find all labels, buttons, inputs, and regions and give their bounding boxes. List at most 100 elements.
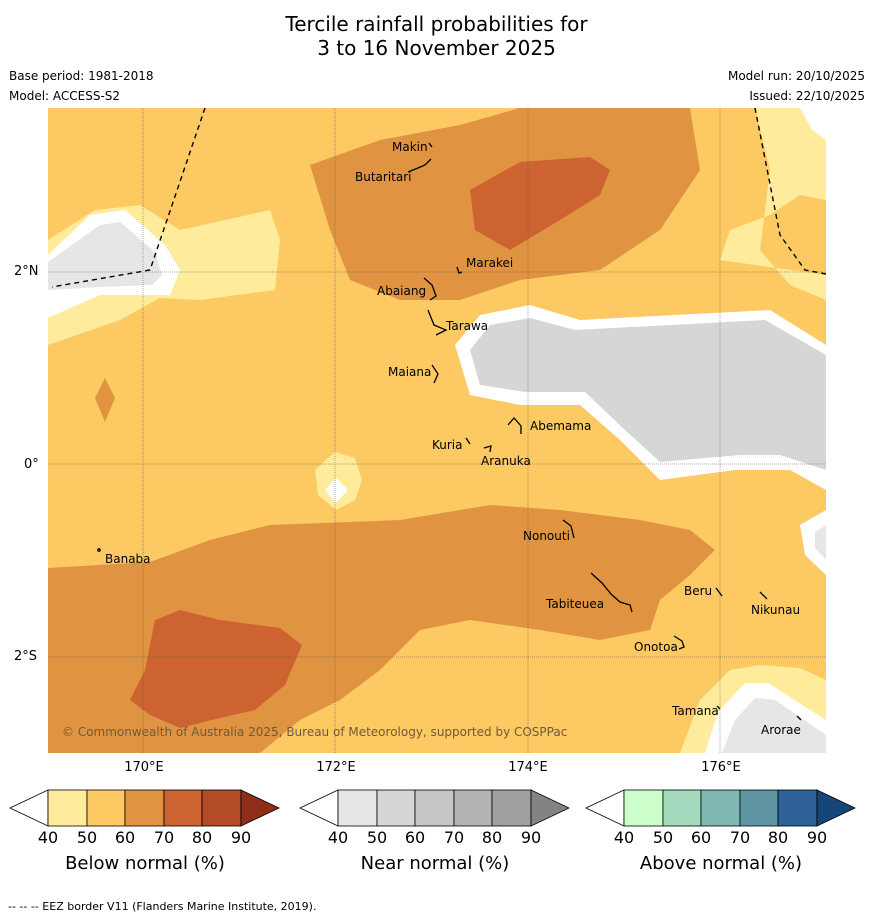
legend-below-tick: 50 (76, 828, 98, 847)
island-shape-abaiang (423, 277, 437, 301)
legend-near-tick: 80 (481, 828, 503, 847)
island-shape-nikunau (759, 591, 768, 600)
gridlines (48, 108, 826, 753)
legend-above-arrow-right (816, 789, 856, 827)
legend-above-normal (585, 789, 856, 827)
region-white-ne (800, 108, 826, 140)
eez-border-east (754, 108, 826, 275)
legend-above-tick: 50 (652, 828, 674, 847)
island-shape-banaba (97, 548, 101, 552)
legend-above-swatch-5 (777, 789, 818, 827)
lon-label-176e: 176°E (701, 760, 741, 775)
copyright-notice: © Commonwealth of Australia 2025, Bureau… (62, 725, 567, 739)
island-shape-butaritari (407, 158, 432, 173)
label-aranuka: Aranuka (481, 454, 531, 468)
island-outlines (97, 142, 802, 721)
region-near-50-east (470, 318, 826, 470)
base-period: Base period: 1981-2018 (9, 69, 154, 83)
label-tabiteuea: Tabiteuea (545, 597, 604, 611)
legend-near-tick: 50 (366, 828, 388, 847)
map-title: Tercile rainfall probabilities for 3 to … (0, 12, 873, 60)
legend-above-title: Above normal (%) (639, 853, 803, 874)
legend-below-tick: 80 (191, 828, 213, 847)
lon-label-174e: 174°E (508, 760, 548, 775)
legend-below-normal (9, 789, 280, 827)
label-tarawa: Tarawa (445, 319, 488, 333)
label-marakei: Marakei (466, 256, 513, 270)
legend-near-swatch-3 (414, 789, 455, 827)
legend-near-tick: 40 (327, 828, 349, 847)
legend-below-title: Below normal (%) (65, 853, 225, 874)
legend-near-tick: 60 (404, 828, 426, 847)
legend-below-swatch-4 (163, 789, 203, 827)
label-nonouti: Nonouti (523, 529, 570, 543)
island-shape-maiana (431, 364, 439, 384)
label-kuria: Kuria (432, 438, 463, 452)
region-white-east-edge (800, 510, 826, 575)
legend-below-arrow-right (240, 789, 280, 827)
legend-above-swatch-4 (739, 789, 779, 827)
legend-above-swatch-3 (700, 789, 741, 827)
meta-right: Model run: 20/10/2025 Issued: 22/10/2025 (728, 68, 865, 108)
legend-above-swatch-1 (623, 789, 664, 827)
label-abemama: Abemama (530, 419, 591, 433)
label-maiana: Maiana (388, 365, 431, 379)
legend-below-swatch-1 (47, 789, 88, 827)
legend-below-tick: 70 (153, 828, 175, 847)
label-abaiang: Abaiang (377, 284, 426, 298)
region-near-40-nw (48, 222, 162, 290)
island-shape-kuria (465, 437, 471, 445)
legend-near-swatch-5 (491, 789, 532, 827)
meta-left: Base period: 1981-2018 Model: ACCESS-S2 (9, 68, 154, 108)
model-name: Model: ACCESS-S2 (9, 89, 121, 103)
legend-near-swatch-2 (376, 789, 416, 827)
legend-near-tick: 70 (443, 828, 465, 847)
lat-label-equator: 0° (24, 457, 39, 472)
label-banaba: Banaba (105, 552, 151, 566)
lat-label-2s: 2°S (14, 649, 38, 664)
legend-above-tick: 40 (613, 828, 635, 847)
label-butaritari: Butaritari (355, 170, 412, 184)
island-shape-nonouti (562, 519, 575, 539)
region-near-40-se (722, 698, 826, 753)
island-shape-aranuka (483, 445, 492, 453)
title-line-2: 3 to 16 November 2025 (317, 36, 556, 60)
island-labels: Makin Butaritari Marakei Abaiang Tarawa … (105, 140, 801, 737)
island-shape-tabiteuea (590, 572, 633, 613)
legend-near-tick: 90 (520, 828, 542, 847)
region-near-40-east-edge (815, 525, 826, 560)
label-nikunau: Nikunau (751, 603, 800, 617)
legend-near-arrow-right (530, 789, 570, 827)
island-shape-abemama (507, 417, 522, 434)
legend-above-tick: 90 (806, 828, 828, 847)
lon-label-170e: 170°E (124, 760, 164, 775)
legend-near-arrow-left (299, 789, 339, 827)
lat-label-2n: 2°N (14, 264, 39, 279)
island-shape-marakei (456, 266, 463, 274)
legend-near-normal (299, 789, 570, 827)
island-shape-makin (428, 142, 433, 148)
issued-date: Issued: 22/10/2025 (749, 89, 865, 103)
region-white-equator (325, 478, 348, 503)
eez-border-west (51, 108, 206, 288)
probability-field: Makin Butaritari Marakei Abaiang Tarawa … (48, 108, 826, 753)
legend-below-swatch-5 (201, 789, 242, 827)
label-makin: Makin (392, 140, 428, 154)
legend-below-swatch-2 (86, 789, 126, 827)
legend-below-tick: 90 (230, 828, 252, 847)
legend-near-swatch-1 (337, 789, 378, 827)
region-below-80-south (130, 610, 302, 728)
island-shape-beru (715, 587, 723, 597)
lon-label-172e: 172°E (316, 760, 356, 775)
region-below-80-central (470, 157, 610, 250)
legend-below-swatch-3 (124, 789, 165, 827)
island-shape-tarawa (427, 309, 448, 336)
legend-above-tick: 70 (729, 828, 751, 847)
label-beru: Beru (684, 584, 712, 598)
region-below-70-west (95, 378, 115, 422)
legend-above-tick: 80 (767, 828, 789, 847)
title-line-1: Tercile rainfall probabilities for (285, 12, 588, 36)
legend-above-swatch-2 (662, 789, 702, 827)
label-arorae: Arorae (761, 723, 801, 737)
